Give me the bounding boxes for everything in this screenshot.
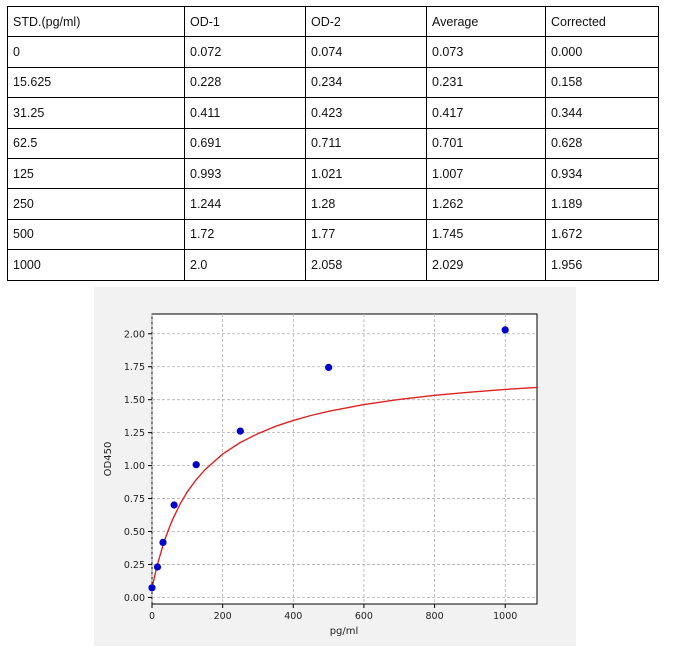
table-cell-average: 1.007 [426,157,546,190]
table-cell-corrected: 0.158 [545,66,659,99]
table-cell-od2: 0.074 [305,36,427,68]
table-cell-average: 0.417 [426,97,546,129]
chart-svg: 0 200 400 600 800 1000 0.00 0.25 0.50 0.75 1.00 1.… [103,313,538,637]
data-point [159,538,167,546]
table-cell-corrected: 1.189 [545,188,659,220]
table-cell-od2: 1.021 [305,157,427,190]
table-row: 15.625 0.228 0.234 0.231 0.158 [7,66,659,99]
y-tick-label: 0.25 [124,560,145,571]
table-row: 125 0.993 1.021 1.007 0.934 [7,157,659,190]
x-tick-label: 600 [355,611,373,622]
y-tick-label: 0.75 [124,494,145,505]
column-header-average: Average [426,5,546,38]
table-cell-std: 0 [7,36,185,68]
y-axis-label: OD450 [103,442,114,477]
table-cell-corrected: 1.956 [545,249,659,281]
plot-area [151,313,538,605]
table-row: 62.5 0.691 0.711 0.701 0.628 [7,127,659,159]
column-header-std: STD.(pg/ml) [7,5,185,38]
data-points-layer [148,326,509,592]
data-point [170,501,178,509]
table-cell-average: 0.073 [426,36,546,68]
y-tick-label: 1.25 [124,428,145,439]
data-point [501,326,509,334]
table-cell-od1: 1.244 [184,188,306,220]
y-tick-label: 1.00 [124,461,145,472]
table-cell-std: 125 [7,157,185,190]
y-axis: 0.00 0.25 0.50 0.75 1.00 1.25 1.50 1.75 2.00 [124,329,152,604]
table-cell-od2: 1.28 [305,188,427,220]
table-cell-average: 0.701 [426,127,546,159]
table-cell-corrected: 0.934 [545,157,659,190]
table-cell-corrected: 0.000 [545,36,659,68]
table-header-row: STD.(pg/ml) OD-1 OD-2 Average Corrected [7,5,659,38]
table-cell-std: 250 [7,188,185,220]
data-point [192,461,200,469]
table-cell-od2: 2.058 [305,249,427,281]
table-cell-od2: 1.77 [305,218,427,251]
table-row: 250 1.244 1.28 1.262 1.189 [7,188,659,220]
data-point [236,427,244,435]
x-tick-label: 400 [284,611,302,622]
table-cell-average: 1.262 [426,188,546,220]
table-cell-std: 15.625 [7,66,185,99]
table-cell-od1: 0.691 [184,127,306,159]
x-tick-label: 800 [425,611,443,622]
table-cell-od1: 1.72 [184,218,306,251]
table-cell-average: 2.029 [426,249,546,281]
y-tick-label: 1.50 [124,395,145,406]
column-header-od2: OD-2 [305,5,427,38]
x-axis: 0 200 400 600 800 1000 [149,604,517,622]
table-row: 500 1.72 1.77 1.745 1.672 [7,218,659,251]
table-cell-od1: 0.228 [184,66,306,99]
y-tick-label: 0.00 [124,593,145,604]
x-tick-label: 200 [214,611,232,622]
table-cell-std: 1000 [7,249,185,281]
x-axis-label: pg/ml [330,626,359,637]
x-tick-label: 0 [149,611,155,622]
table-cell-od1: 0.072 [184,36,306,68]
table-row: 31.25 0.411 0.423 0.417 0.344 [7,97,659,129]
fit-curve-line [151,386,538,589]
table-cell-average: 1.745 [426,218,546,251]
table-cell-od1: 0.993 [184,157,306,190]
table-cell-corrected: 1.672 [545,218,659,251]
y-tick-label: 0.50 [124,527,145,538]
table-cell-std: 500 [7,218,185,251]
data-point [148,584,156,592]
fit-curve-layer [151,386,538,589]
x-tick-label: 1000 [493,611,517,622]
table-cell-average: 0.231 [426,66,546,99]
column-header-od1: OD-1 [184,5,306,38]
standards-table: STD.(pg/ml) OD-1 OD-2 Average Corrected … [7,5,659,281]
table-cell-std: 31.25 [7,97,185,129]
table-cell-std: 62.5 [7,127,185,159]
table-row: 1000 2.0 2.058 2.029 1.956 [7,249,659,281]
table-cell-od2: 0.234 [305,66,427,99]
y-tick-label: 2.00 [124,329,145,340]
data-point [153,563,162,571]
grid-lines [151,314,537,604]
y-tick-label: 1.75 [124,362,145,373]
table-cell-corrected: 0.344 [545,97,659,129]
column-header-corrected: Corrected [545,5,659,38]
table-cell-corrected: 0.628 [545,127,659,159]
standard-curve-chart: 0 200 400 600 800 1000 0.00 0.25 0.50 0.75 1.00 1.… [94,287,576,646]
table-cell-od1: 0.411 [184,97,306,129]
data-point [325,363,333,371]
table-row: 0 0.072 0.074 0.073 0.000 [7,36,659,68]
table-cell-od2: 0.423 [305,97,427,129]
table-cell-od1: 2.0 [184,249,306,281]
table-cell-od2: 0.711 [305,127,427,159]
